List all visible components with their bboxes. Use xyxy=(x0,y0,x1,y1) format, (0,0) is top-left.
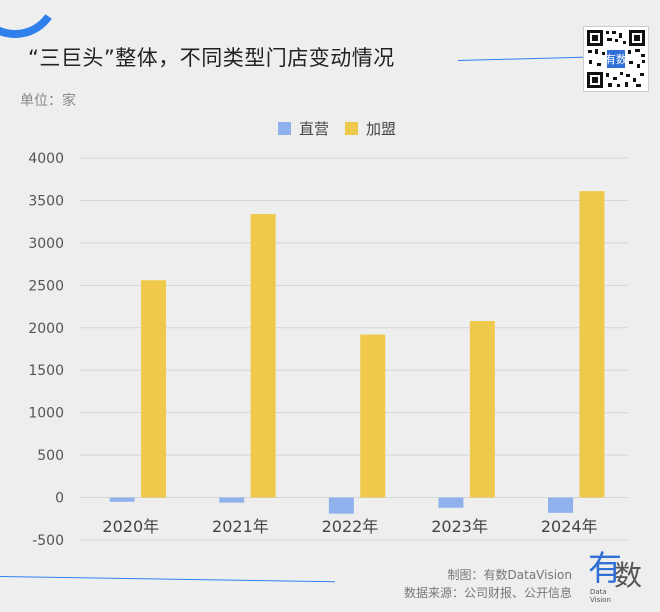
svg-text:有数: 有数 xyxy=(605,52,627,66)
y-tick-label: 1000 xyxy=(28,406,64,422)
y-tick-label: -500 xyxy=(32,533,64,549)
bar-franchise xyxy=(141,280,167,498)
legend-swatch-franchise xyxy=(345,122,359,135)
y-tick-label: 4000 xyxy=(28,151,64,167)
x-tick-label: 2020年 xyxy=(102,517,159,536)
bar-direct xyxy=(219,497,245,503)
bar-franchise xyxy=(250,214,276,498)
x-tick-label: 2021年 xyxy=(212,517,269,536)
logo-mark-you: 有 xyxy=(588,549,622,589)
y-tick-label: 2500 xyxy=(28,278,64,294)
bar-direct xyxy=(548,497,574,513)
y-tick-label: 3500 xyxy=(28,193,64,209)
y-tick-label: 500 xyxy=(37,448,64,464)
x-tick-label: 2022年 xyxy=(322,517,379,536)
legend-item-franchise: 加盟 xyxy=(345,118,396,139)
credit-data-source: 数据来源：公司财报、公开信息 xyxy=(403,586,572,600)
x-tick-label: 2024年 xyxy=(541,517,598,536)
qr-code-icon: 有数 xyxy=(583,26,649,92)
y-tick-label: 0 xyxy=(55,491,64,507)
bar-direct xyxy=(438,497,464,508)
bar-franchise xyxy=(579,191,605,498)
chart-title: “三巨头”整体，不同类型门店变动情况 xyxy=(28,46,395,70)
unit-label: 单位：家 xyxy=(20,93,76,109)
y-tick-label: 1500 xyxy=(28,363,64,379)
logo-mark-shu: 数 xyxy=(614,559,643,592)
bar-franchise xyxy=(360,334,386,498)
bar-direct xyxy=(109,497,135,502)
bar-direct xyxy=(328,497,354,514)
y-tick-label: 3000 xyxy=(28,236,64,252)
legend-label-franchise: 加盟 xyxy=(366,120,397,138)
x-tick-label: 2023年 xyxy=(431,517,488,536)
credit-made-by: 制图：有数DataVision xyxy=(447,568,572,582)
bar-franchise xyxy=(469,320,495,498)
chart-legend: 直营 加盟 xyxy=(278,118,396,139)
legend-label-direct: 直营 xyxy=(299,120,330,138)
y-tick-label: 2000 xyxy=(28,321,64,337)
legend-item-direct: 直营 xyxy=(278,118,329,139)
logo-datavision-text: Data Vision xyxy=(590,588,611,604)
legend-swatch-direct xyxy=(278,122,291,135)
